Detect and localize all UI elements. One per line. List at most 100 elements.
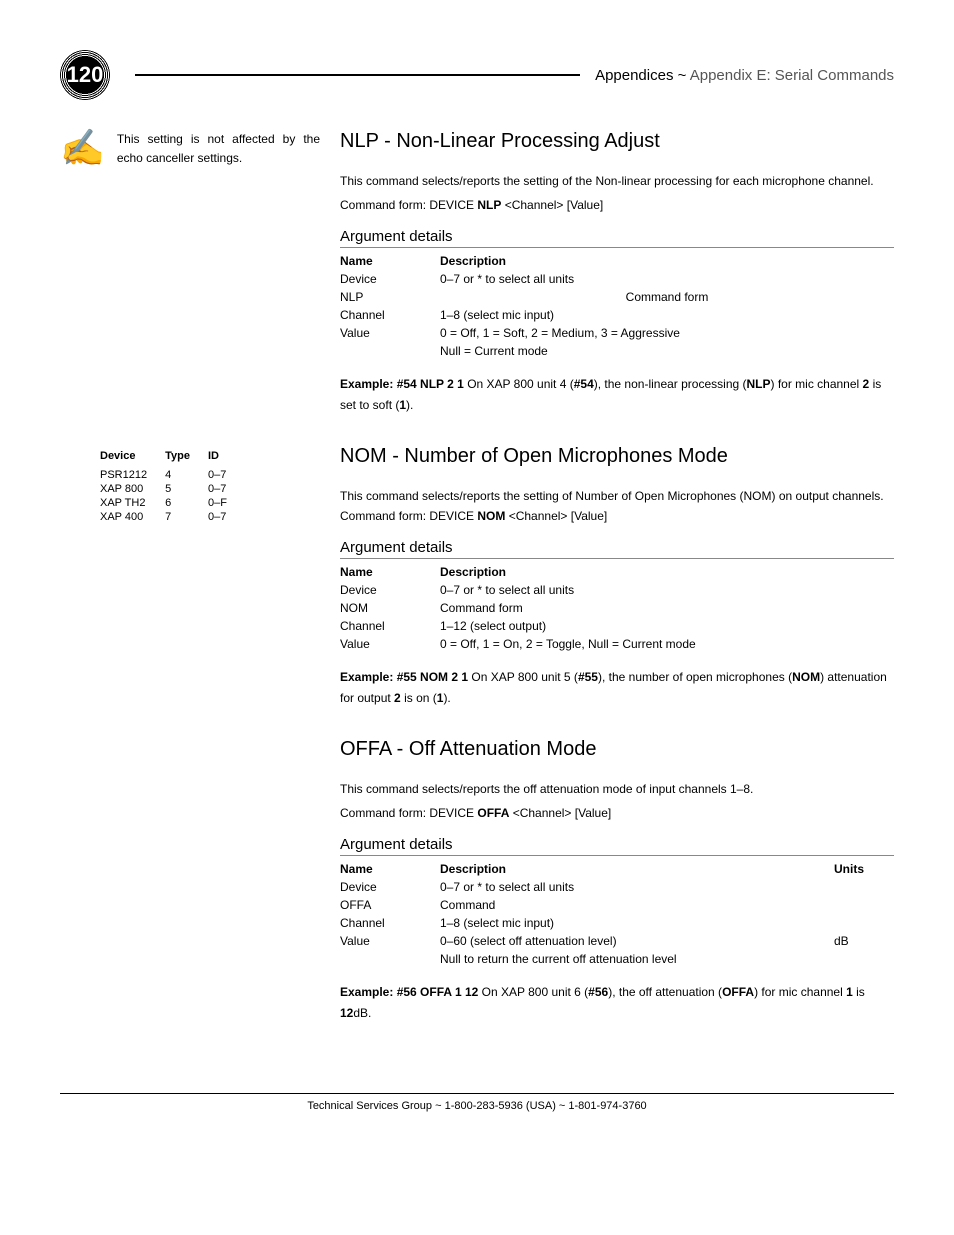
arg-table-cell	[340, 342, 440, 360]
pencil-note-icon: ✍	[60, 130, 105, 168]
arg-table-cell: Channel	[340, 914, 440, 932]
note-text: This setting is not affected by the echo…	[117, 130, 320, 168]
device-table: DeviceTypeID PSR121240–7XAP 80050–7XAP T…	[100, 448, 245, 524]
section-description: This command selects/reports the off att…	[340, 779, 894, 799]
device-table-cell: 0–F	[208, 496, 245, 510]
arg-table-cell: 0 = Off, 1 = On, 2 = Toggle, Null = Curr…	[440, 635, 894, 653]
arg-table-cell: Value	[340, 635, 440, 653]
device-table-cell: XAP 800	[100, 482, 165, 496]
header-suffix: Appendix E: Serial Commands	[690, 67, 894, 84]
command-section: OFFA - Off Attenuation ModeThis command …	[340, 738, 894, 1025]
device-table-cell: 7	[165, 510, 208, 524]
arg-table-cell: 0–60 (select off attenuation level)	[440, 932, 834, 950]
arg-table-cell	[834, 914, 894, 932]
arg-table-cell: Device	[340, 581, 440, 599]
argument-table: NameDescriptionDevice0–7 or * to select …	[340, 563, 894, 653]
arg-table-cell	[834, 896, 894, 914]
device-table-row: PSR121240–7	[100, 468, 245, 482]
arg-table-row: Device0–7 or * to select all units	[340, 878, 894, 896]
page-number-badge: 120	[60, 50, 110, 100]
arg-table-row: OFFACommand	[340, 896, 894, 914]
example-text: Example: #56 OFFA 1 12 On XAP 800 unit 6…	[340, 982, 894, 1025]
arg-table-row: Channel1–12 (select output)	[340, 617, 894, 635]
arg-table-header: Description	[440, 563, 894, 581]
device-table-cell: 6	[165, 496, 208, 510]
device-table-row: XAP TH260–F	[100, 496, 245, 510]
page-number: 120	[66, 56, 104, 94]
arg-table-cell: NOM	[340, 599, 440, 617]
arg-table-cell: 1–8 (select mic input)	[440, 306, 894, 324]
device-table-cell: XAP TH2	[100, 496, 165, 510]
arg-table-row: Channel1–8 (select mic input)	[340, 306, 894, 324]
arg-table-cell: NLP	[340, 288, 440, 306]
device-table-cell: PSR1212	[100, 468, 165, 482]
section-description: This command selects/reports the setting…	[340, 486, 894, 527]
device-table-header: Device	[100, 448, 165, 468]
argument-details-heading: Argument details	[340, 228, 894, 248]
arg-table-cell: Device	[340, 878, 440, 896]
argument-details-heading: Argument details	[340, 836, 894, 856]
arg-table-cell: 0–7 or * to select all units	[440, 270, 894, 288]
arg-table-cell	[834, 878, 894, 896]
arg-table-cell: OFFA	[340, 896, 440, 914]
arg-table-row: NOMCommand form	[340, 599, 894, 617]
arg-table-cell: Value	[340, 932, 440, 950]
example-text: Example: #55 NOM 2 1 On XAP 800 unit 5 (…	[340, 667, 894, 710]
arg-table-cell: dB	[834, 932, 894, 950]
header-prefix: Appendices ~	[595, 67, 690, 84]
command-form: Command form: DEVICE NLP <Channel> [Valu…	[340, 195, 894, 215]
arg-table-row: Value0 = Off, 1 = On, 2 = Toggle, Null =…	[340, 635, 894, 653]
arg-table-cell: Device	[340, 270, 440, 288]
arg-table-row: Null = Current mode	[340, 342, 894, 360]
header-divider	[135, 74, 580, 76]
arg-table-cell: Value	[340, 324, 440, 342]
arg-table-row: Device0–7 or * to select all units	[340, 270, 894, 288]
page-header: 120 Appendices ~ Appendix E: Serial Comm…	[60, 50, 894, 100]
arg-table-header: Description	[440, 860, 834, 878]
arg-table-row: Channel1–8 (select mic input)	[340, 914, 894, 932]
arg-table-cell: Command form	[440, 599, 894, 617]
arg-table-cell: 0–7 or * to select all units	[440, 878, 834, 896]
arg-table-row: Device0–7 or * to select all units	[340, 581, 894, 599]
arg-table-cell: Channel	[340, 306, 440, 324]
arg-table-cell: Null to return the current off attenuati…	[440, 950, 834, 968]
arg-table-header: Description	[440, 252, 894, 270]
arg-table-row: Value0 = Off, 1 = Soft, 2 = Medium, 3 = …	[340, 324, 894, 342]
arg-table-row: NLPCommand form	[340, 288, 894, 306]
arg-table-cell: 0 = Off, 1 = Soft, 2 = Medium, 3 = Aggre…	[440, 324, 894, 342]
device-table-cell: 0–7	[208, 468, 245, 482]
section-title: NLP - Non-Linear Processing Adjust	[340, 130, 894, 153]
arg-table-cell: Command form	[440, 288, 894, 306]
device-table-cell: 0–7	[208, 482, 245, 496]
device-table-header: Type	[165, 448, 208, 468]
arg-table-cell: 0–7 or * to select all units	[440, 581, 894, 599]
arg-table-cell: 1–8 (select mic input)	[440, 914, 834, 932]
section-title: NOM - Number of Open Microphones Mode	[340, 445, 894, 468]
argument-table: NameDescriptionDevice0–7 or * to select …	[340, 252, 894, 360]
example-text: Example: #54 NLP 2 1 On XAP 800 unit 4 (…	[340, 374, 894, 417]
device-table-header: ID	[208, 448, 245, 468]
main-content: NLP - Non-Linear Processing Adjust This c…	[340, 130, 894, 1053]
command-section: NOM - Number of Open Microphones Mode Thi…	[340, 445, 894, 710]
device-table-cell: 5	[165, 482, 208, 496]
header-title: Appendices ~ Appendix E: Serial Commands	[595, 67, 894, 84]
argument-details-heading: Argument details	[340, 539, 894, 559]
device-table-cell: XAP 400	[100, 510, 165, 524]
arg-table-cell	[340, 950, 440, 968]
device-table-row: XAP 40070–7	[100, 510, 245, 524]
device-table-row: XAP 80050–7	[100, 482, 245, 496]
device-table-cell: 0–7	[208, 510, 245, 524]
note-block: ✍ This setting is not affected by the ec…	[60, 130, 320, 168]
device-table-cell: 4	[165, 468, 208, 482]
arg-table-header: Name	[340, 860, 440, 878]
argument-table: NameDescriptionUnitsDevice0–7 or * to se…	[340, 860, 894, 968]
command-form: Command form: DEVICE OFFA <Channel> [Val…	[340, 803, 894, 823]
arg-table-cell	[834, 950, 894, 968]
arg-table-row: Value0–60 (select off attenuation level)…	[340, 932, 894, 950]
sidebar: ✍ This setting is not affected by the ec…	[60, 130, 320, 1053]
arg-table-header: Units	[834, 860, 894, 878]
command-section: NLP - Non-Linear Processing AdjustThis c…	[340, 130, 894, 417]
arg-table-row: Null to return the current off attenuati…	[340, 950, 894, 968]
arg-table-cell: 1–12 (select output)	[440, 617, 894, 635]
arg-table-header: Name	[340, 563, 440, 581]
